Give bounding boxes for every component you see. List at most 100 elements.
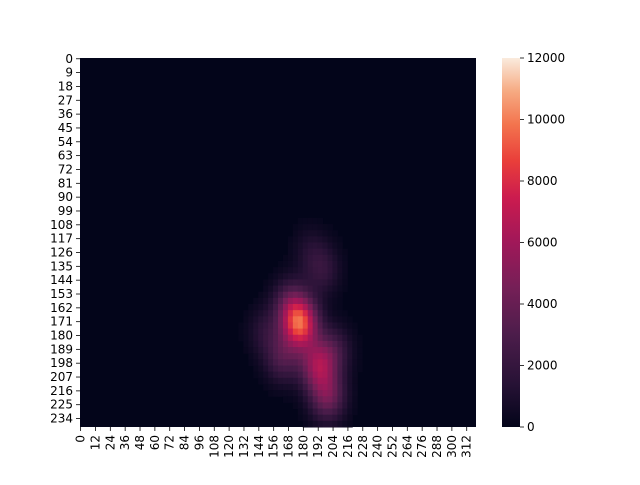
heat-cell bbox=[317, 377, 324, 385]
y-tick-label: 207 bbox=[50, 370, 73, 384]
heat-cell bbox=[268, 359, 274, 366]
heat-cell bbox=[317, 267, 324, 274]
heat-cell bbox=[302, 310, 309, 317]
heat-cell bbox=[297, 242, 304, 250]
heat-cell bbox=[268, 291, 274, 299]
heat-cell bbox=[273, 340, 279, 348]
heat-cell bbox=[268, 390, 274, 397]
heat-cell bbox=[347, 359, 353, 366]
heat-cell bbox=[347, 414, 353, 422]
y-tick-label: 18 bbox=[58, 79, 73, 93]
heat-cell bbox=[342, 377, 348, 385]
heat-cell bbox=[273, 390, 279, 397]
x-tick-label: 108 bbox=[207, 435, 221, 458]
heat-cell bbox=[312, 334, 319, 342]
heat-cell bbox=[352, 359, 358, 366]
heat-cell bbox=[332, 328, 338, 336]
heat-cell bbox=[312, 316, 319, 323]
heat-cell bbox=[337, 248, 343, 256]
x-tick-label: 240 bbox=[371, 435, 385, 458]
heat-cell bbox=[287, 359, 294, 366]
heat-cell bbox=[332, 414, 338, 422]
heat-cell bbox=[322, 285, 328, 293]
colorbar-axis: 0 2000 4000 6000 8000 10000 12000 bbox=[520, 51, 565, 434]
heat-cell bbox=[327, 408, 333, 416]
heat-cell bbox=[253, 328, 259, 336]
heat-cell bbox=[332, 230, 338, 237]
heat-cell bbox=[307, 285, 314, 293]
heat-cell bbox=[297, 291, 304, 299]
heat-cell bbox=[337, 334, 343, 342]
x-tick-label: 24 bbox=[103, 435, 117, 450]
heat-cell bbox=[322, 291, 328, 299]
x-tick-label: 72 bbox=[163, 435, 177, 450]
heat-cell bbox=[302, 347, 309, 354]
heat-cell bbox=[342, 402, 348, 410]
heat-cell bbox=[327, 267, 333, 274]
heat-cell bbox=[317, 304, 324, 311]
heat-cell bbox=[302, 316, 309, 323]
heat-cell bbox=[352, 365, 358, 373]
heat-cell bbox=[287, 347, 294, 354]
y-tick-label: 198 bbox=[50, 356, 73, 370]
heat-cell bbox=[297, 371, 304, 379]
heat-cell bbox=[258, 291, 264, 299]
heat-cell bbox=[307, 402, 314, 410]
heat-cell bbox=[342, 359, 348, 366]
heat-cell bbox=[278, 279, 284, 287]
heat-cell bbox=[342, 340, 348, 348]
heat-cell bbox=[342, 383, 348, 391]
heat-cell bbox=[287, 340, 294, 348]
heat-cell bbox=[332, 353, 338, 360]
heat-cell bbox=[258, 322, 264, 330]
heat-cell bbox=[322, 353, 328, 360]
y-tick-label: 9 bbox=[65, 66, 73, 80]
heat-cell bbox=[337, 408, 343, 416]
heat-cell bbox=[282, 273, 289, 280]
heat-cell bbox=[278, 383, 284, 391]
heat-cell bbox=[297, 322, 304, 330]
heat-cell bbox=[297, 408, 304, 416]
x-tick-label: 300 bbox=[445, 435, 459, 458]
heat-cell bbox=[273, 371, 279, 379]
heat-cell bbox=[287, 322, 294, 330]
heat-cell bbox=[263, 328, 269, 336]
heat-cell bbox=[282, 328, 289, 336]
y-tick-label: 27 bbox=[58, 93, 73, 107]
heat-cell bbox=[287, 396, 294, 403]
heat-cell bbox=[292, 383, 299, 391]
heat-cell bbox=[322, 390, 328, 397]
heat-cell bbox=[238, 334, 244, 342]
heat-cell bbox=[312, 273, 319, 280]
heat-cell bbox=[253, 347, 259, 354]
heat-cell bbox=[317, 316, 324, 323]
heat-cell bbox=[332, 377, 338, 385]
heat-cell bbox=[317, 248, 324, 256]
heat-cell bbox=[317, 224, 324, 231]
heat-cell bbox=[287, 390, 294, 397]
x-tick-label: 84 bbox=[178, 435, 192, 450]
heat-cell bbox=[347, 334, 353, 342]
heat-cell bbox=[352, 340, 358, 348]
heat-cell bbox=[357, 359, 363, 366]
x-tick-label: 12 bbox=[88, 435, 102, 450]
heat-cell bbox=[263, 304, 269, 311]
heat-cell bbox=[322, 273, 328, 280]
heat-cell bbox=[337, 347, 343, 354]
heat-cell bbox=[253, 365, 259, 373]
y-tick-label: 81 bbox=[58, 176, 73, 190]
heat-cell bbox=[307, 316, 314, 323]
heat-cell bbox=[268, 377, 274, 385]
heat-cell bbox=[273, 310, 279, 317]
heat-cell bbox=[317, 285, 324, 293]
heat-cell bbox=[357, 347, 363, 354]
heat-cell bbox=[307, 230, 314, 237]
heat-cell bbox=[258, 359, 264, 366]
heat-cell bbox=[337, 310, 343, 317]
heat-cell bbox=[317, 420, 324, 428]
heat-cell bbox=[258, 371, 264, 379]
heat-cell bbox=[337, 383, 343, 391]
x-tick-label: 252 bbox=[385, 435, 399, 458]
heat-cell bbox=[342, 408, 348, 416]
heat-cell bbox=[322, 414, 328, 422]
